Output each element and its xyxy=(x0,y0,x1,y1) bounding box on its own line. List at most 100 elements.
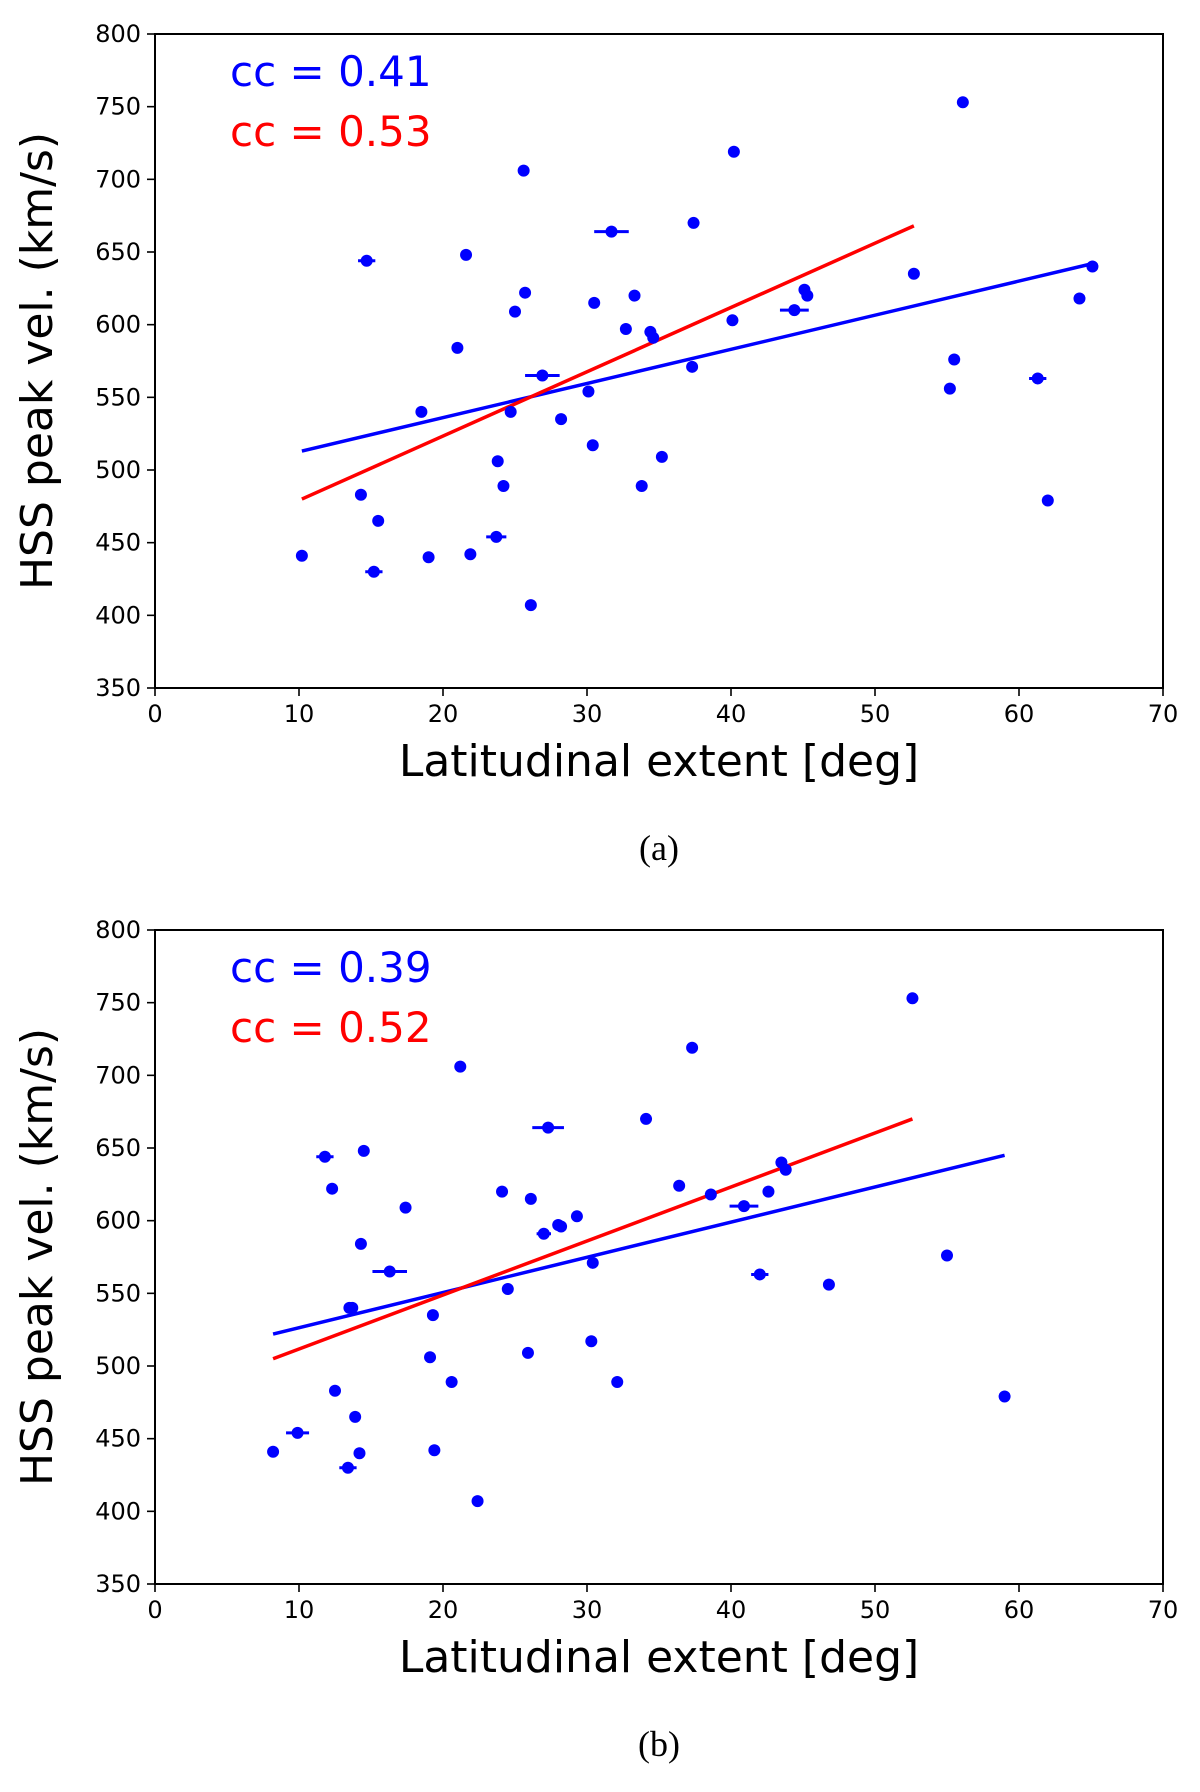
y-tick-label: 600 xyxy=(95,1207,141,1235)
x-tick-label: 20 xyxy=(428,1596,459,1624)
data-point xyxy=(686,1041,699,1054)
data-point xyxy=(673,1179,686,1192)
data-point xyxy=(445,1375,458,1388)
data-point xyxy=(399,1201,412,1214)
data-point xyxy=(1073,292,1086,305)
data-point xyxy=(426,1309,439,1322)
y-axis-label: HSS peak vel. (km/s) xyxy=(12,132,63,590)
data-point xyxy=(628,289,641,302)
plot-frame xyxy=(154,929,1164,1585)
data-point xyxy=(318,1150,331,1163)
data-point xyxy=(586,439,599,452)
data-point xyxy=(536,369,549,382)
data-point xyxy=(517,164,530,177)
data-point xyxy=(471,1495,484,1508)
chart-panel: 0 10 20 30 40 50 60 70 350 400 450 500 550 600 650 700 7… xyxy=(12,20,1178,868)
x-tick-label: 50 xyxy=(860,1596,891,1624)
data-point xyxy=(686,360,699,373)
x-tick-label: 30 xyxy=(572,700,603,728)
data-point xyxy=(998,1390,1011,1403)
x-tick-label: 50 xyxy=(860,700,891,728)
data-point xyxy=(1086,260,1099,273)
chart-panel: 0 10 20 30 40 50 60 70 350 400 450 500 550 600 650 700 7… xyxy=(12,916,1178,1764)
data-point xyxy=(367,565,380,578)
data-point xyxy=(555,413,568,426)
data-point xyxy=(504,405,517,418)
correlation-annotation: cc = 0.39 xyxy=(230,943,432,992)
panel-caption: (b) xyxy=(638,1724,680,1764)
y-tick-label: 400 xyxy=(95,601,141,629)
data-point xyxy=(346,1301,359,1314)
data-point xyxy=(329,1384,341,1397)
data-point xyxy=(779,1163,792,1176)
data-point xyxy=(737,1200,750,1213)
fit-line-red xyxy=(301,224,915,501)
data-point xyxy=(496,1185,509,1198)
data-point xyxy=(655,450,668,463)
y-axis-label: HSS peak vel. (km/s) xyxy=(12,1028,63,1486)
y-tick-label: 350 xyxy=(95,674,141,702)
data-point xyxy=(537,1227,550,1240)
data-point xyxy=(941,1249,953,1262)
data-point xyxy=(454,1060,467,1073)
x-axis-label: Latitudinal extent [deg] xyxy=(399,1632,919,1683)
data-point xyxy=(524,599,537,612)
data-point xyxy=(588,296,601,309)
data-point xyxy=(948,353,961,366)
data-point xyxy=(585,1335,598,1348)
data-point xyxy=(635,479,648,492)
data-point xyxy=(704,1188,717,1201)
x-tick-label: 20 xyxy=(428,700,459,728)
fit-line-blue xyxy=(272,1153,1006,1336)
data-point xyxy=(519,286,532,299)
data-point xyxy=(801,289,814,302)
x-tick-label: 70 xyxy=(1148,1596,1179,1624)
data-point xyxy=(822,1278,835,1291)
panel-caption: (a) xyxy=(639,828,679,868)
data-point xyxy=(354,1237,367,1250)
data-point xyxy=(360,254,373,267)
y-tick-label: 500 xyxy=(95,456,141,484)
y-tick-label: 450 xyxy=(95,529,141,557)
x-tick-label: 40 xyxy=(716,700,747,728)
x-tick-label: 0 xyxy=(147,700,162,728)
data-point xyxy=(341,1461,354,1474)
data-point xyxy=(605,225,618,238)
data-point xyxy=(422,551,435,564)
data-point xyxy=(943,382,956,395)
data-point xyxy=(291,1426,304,1439)
data-point xyxy=(349,1410,362,1423)
y-tick-label: 350 xyxy=(95,1570,141,1598)
correlation-annotation: cc = 0.53 xyxy=(230,107,432,156)
data-point xyxy=(295,549,308,562)
data-point xyxy=(415,405,428,418)
data-point xyxy=(611,1375,624,1388)
data-point xyxy=(383,1265,396,1278)
data-point xyxy=(687,216,700,229)
x-tick-label: 0 xyxy=(147,1596,162,1624)
y-tick-label: 600 xyxy=(95,311,141,339)
data-point xyxy=(464,548,477,561)
fit-line-blue xyxy=(301,261,1093,453)
data-point xyxy=(762,1185,775,1198)
y-tick-label: 800 xyxy=(95,916,141,944)
data-point xyxy=(451,341,464,354)
x-tick-label: 70 xyxy=(1148,700,1179,728)
data-point xyxy=(586,1256,599,1269)
data-point xyxy=(509,305,521,318)
data-point xyxy=(907,267,920,280)
data-point xyxy=(555,1220,568,1233)
data-point xyxy=(428,1444,441,1457)
data-point xyxy=(906,992,919,1005)
data-point xyxy=(521,1346,534,1359)
data-point xyxy=(619,323,632,336)
data-point xyxy=(582,385,595,398)
y-tick-label: 700 xyxy=(95,1061,141,1089)
data-point xyxy=(424,1351,437,1364)
data-point xyxy=(726,314,739,327)
data-point xyxy=(640,1112,653,1125)
x-tick-label: 30 xyxy=(572,1596,603,1624)
y-tick-label: 400 xyxy=(95,1497,141,1525)
correlation-annotation: cc = 0.41 xyxy=(230,47,432,96)
